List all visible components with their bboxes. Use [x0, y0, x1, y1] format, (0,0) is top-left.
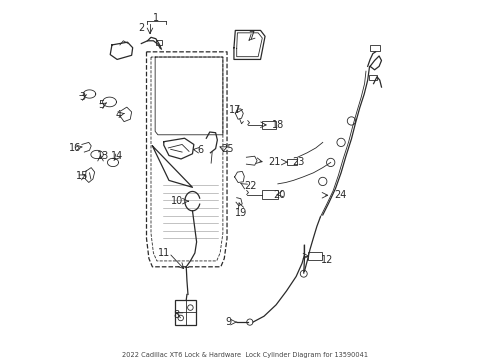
Text: 13: 13: [97, 151, 109, 161]
Text: 16: 16: [69, 143, 81, 153]
Bar: [262, 121, 276, 129]
Text: 6: 6: [197, 145, 203, 155]
Text: 18: 18: [272, 120, 284, 130]
Text: 2022 Cadillac XT6 Lock & Hardware  Lock Cylinder Diagram for 13590041: 2022 Cadillac XT6 Lock & Hardware Lock C…: [122, 352, 368, 358]
Text: 9: 9: [225, 317, 231, 327]
Bar: [156, 40, 162, 45]
Text: 24: 24: [334, 190, 346, 200]
Text: 21: 21: [269, 157, 281, 167]
Text: 15: 15: [75, 171, 88, 181]
Text: 1: 1: [153, 13, 159, 23]
Bar: [262, 190, 278, 199]
Text: 22: 22: [245, 181, 257, 191]
Text: 5: 5: [98, 100, 105, 111]
Text: 20: 20: [273, 190, 286, 200]
Text: 8: 8: [173, 310, 179, 320]
Text: 11: 11: [158, 248, 170, 258]
Text: 19: 19: [235, 208, 247, 218]
Text: 14: 14: [111, 151, 123, 161]
Bar: [287, 159, 297, 165]
Bar: [369, 75, 377, 80]
Text: 2: 2: [138, 23, 145, 33]
Text: 23: 23: [293, 157, 305, 167]
Text: 25: 25: [221, 144, 233, 154]
Text: 10: 10: [171, 196, 183, 206]
Text: 17: 17: [228, 105, 241, 115]
Bar: [175, 300, 196, 325]
Text: 12: 12: [321, 255, 333, 265]
Bar: [308, 252, 322, 260]
Bar: [370, 45, 380, 51]
Text: 3: 3: [79, 92, 85, 102]
Text: 7: 7: [248, 31, 254, 41]
Text: 4: 4: [116, 110, 122, 120]
